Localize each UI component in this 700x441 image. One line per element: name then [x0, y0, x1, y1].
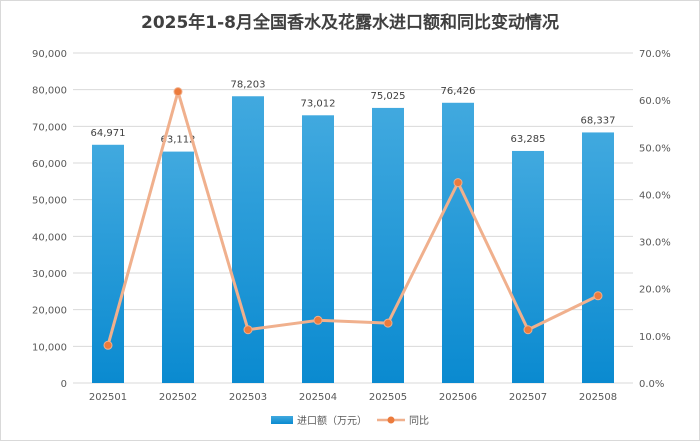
- y-left-tick-label: 40,000: [32, 232, 67, 243]
- bar-data-labels: 64,971 63,112 78,203 73,012 75,025 76,426 63,2…: [91, 79, 616, 145]
- y-left-tick-label: 60,000: [32, 159, 67, 170]
- bar-value-label: 73,012: [301, 98, 336, 109]
- bar: [232, 96, 264, 383]
- line-point: [453, 178, 463, 188]
- y-right-tick-label: 70.0%: [639, 49, 671, 60]
- bar: [162, 151, 194, 383]
- bar: [512, 150, 544, 383]
- gridlines: [73, 52, 633, 384]
- line-point: [243, 325, 253, 335]
- y-left-tick-label: 50,000: [32, 196, 67, 207]
- y-right-tick-label: 50.0%: [639, 143, 671, 154]
- left-axis: 0 10,000 20,000 30,000 40,000 50,000 60,000 70,…: [32, 49, 67, 390]
- line-point: [103, 340, 113, 350]
- bar-value-label: 64,971: [91, 128, 126, 139]
- x-tick-label: 202504: [299, 392, 337, 403]
- y-left-tick-label: 70,000: [32, 122, 67, 133]
- legend-bar-swatch: [271, 416, 293, 424]
- x-tick-label: 202506: [439, 392, 477, 403]
- y-right-tick-label: 10.0%: [639, 332, 671, 343]
- line-point: [313, 315, 323, 325]
- y-right-tick-label: 0.0%: [639, 379, 664, 390]
- x-tick-label: 202507: [509, 392, 547, 403]
- legend: 进口额（万元） 同比: [271, 414, 429, 427]
- line-path: [106, 90, 599, 346]
- bar-value-label: 68,337: [581, 115, 616, 126]
- bar-value-label: 76,426: [441, 86, 476, 97]
- right-axis: 0.0% 10.0% 20.0% 30.0% 40.0% 50.0% 60.0% 70.0%: [639, 49, 671, 390]
- bar: [582, 132, 614, 383]
- bar-value-label: 63,112: [161, 135, 196, 146]
- y-left-tick-label: 80,000: [32, 86, 67, 97]
- bar-value-label: 78,203: [231, 79, 266, 90]
- y-left-tick-label: 20,000: [32, 306, 67, 317]
- legend-line-marker: [387, 416, 395, 424]
- bar: [372, 107, 404, 384]
- y-left-tick-label: 90,000: [32, 49, 67, 60]
- x-tick-label: 202502: [159, 392, 197, 403]
- bar: [442, 102, 474, 383]
- bar: [302, 115, 334, 383]
- legend-line-label: 同比: [409, 415, 429, 427]
- line-point: [173, 87, 183, 97]
- legend-bar-label: 进口额（万元）: [297, 414, 367, 427]
- chart-title: 2025年1-8月全国香水及花露水进口额和同比变动情况: [141, 12, 559, 33]
- x-axis: 202501 202502 202503 202504 202505 202506 2025…: [89, 392, 617, 403]
- line-point: [523, 325, 533, 335]
- line-series: [103, 87, 603, 350]
- bar-series: [92, 96, 614, 384]
- y-right-tick-label: 20.0%: [639, 285, 671, 296]
- x-tick-label: 202508: [579, 392, 617, 403]
- bar-value-label: 63,285: [511, 134, 546, 145]
- y-left-tick-label: 10,000: [32, 342, 67, 353]
- x-tick-label: 202503: [229, 392, 267, 403]
- x-tick-label: 202501: [89, 392, 127, 403]
- line-point: [383, 318, 393, 328]
- y-right-tick-label: 40.0%: [639, 190, 671, 201]
- y-left-tick-label: 30,000: [32, 269, 67, 280]
- y-right-tick-label: 60.0%: [639, 96, 671, 107]
- x-tick-label: 202505: [369, 392, 407, 403]
- line-point: [593, 291, 603, 301]
- y-left-tick-label: 0: [61, 379, 67, 390]
- bar-value-label: 75,025: [371, 91, 406, 102]
- y-right-tick-label: 30.0%: [639, 238, 671, 249]
